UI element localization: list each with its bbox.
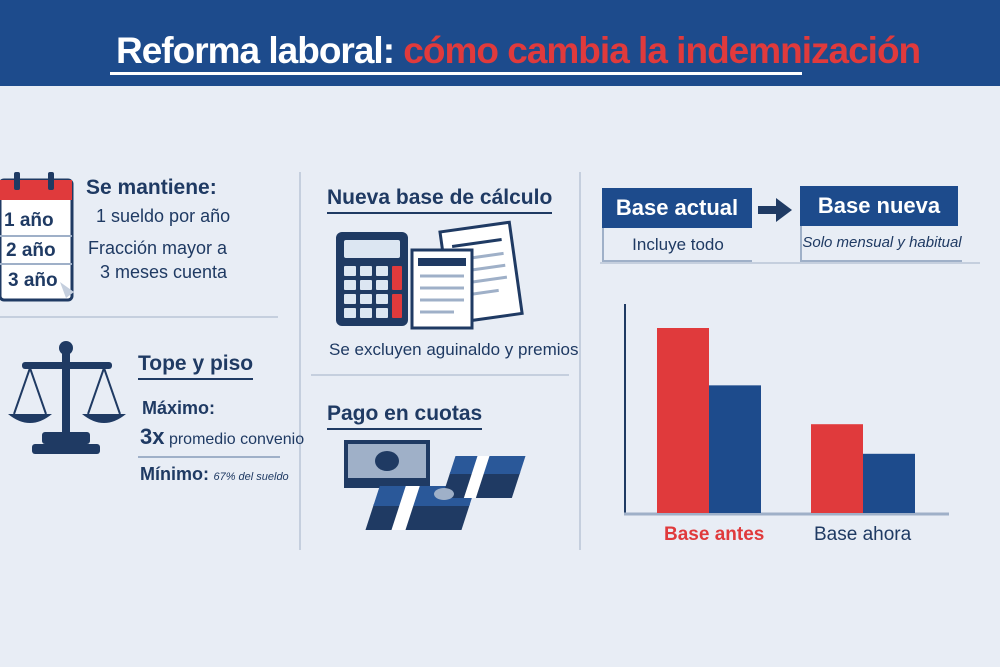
tope-max-label: Máximo: — [142, 398, 216, 418]
base-calc-caption: Se excluyen aguinaldo y premios — [329, 340, 579, 359]
calendar-year-1: 1 año — [4, 210, 54, 231]
calculator-document-icon — [336, 220, 524, 330]
tope-divider — [138, 456, 280, 458]
divider-left — [299, 172, 301, 550]
calendar-year-2: 2 año — [6, 240, 56, 261]
base-calc-heading: Nueva base de cálculo — [327, 186, 553, 214]
bar-ahora-red — [811, 424, 863, 513]
tope-min-label: Mínimo: — [140, 464, 209, 484]
mantiene-line1: 1 sueldo por año — [96, 206, 231, 226]
page-title: Reforma laboral: cómo cambia la indemniz… — [116, 30, 921, 72]
divider-mid-h — [311, 374, 569, 376]
bar-antes-red — [657, 328, 709, 513]
bar-antes-blue — [709, 385, 761, 513]
scale-icon — [8, 341, 126, 454]
title-underline — [110, 72, 802, 75]
money-stack-icon — [344, 440, 526, 530]
tope-heading: Tope y piso — [138, 352, 254, 380]
divider-right — [579, 172, 581, 550]
divider-left-h — [0, 316, 278, 318]
header-banner — [0, 0, 1000, 86]
tope-min-row: Mínimo: 67% del sueldo — [140, 464, 289, 485]
calendar-year-3: 3 año — [8, 270, 58, 291]
calendar-icon — [0, 172, 74, 302]
title-red: cómo cambia la indemnización — [403, 30, 921, 71]
base-actual-desc: Incluye todo — [602, 228, 752, 262]
tope-max-desc: promedio convenio — [168, 431, 305, 448]
title-white: Reforma laboral: — [116, 30, 395, 71]
cuotas-heading: Pago en cuotas — [327, 402, 483, 430]
divider-right-h — [600, 262, 980, 264]
base-actual-box: Base actual — [602, 188, 752, 228]
mantiene-line2: Fracción mayor a — [88, 238, 228, 258]
tope-min-desc: 67% del sueldo — [213, 471, 289, 483]
tope-max-value: 3x — [140, 424, 165, 449]
tope-max-row: 3x promedio convenio — [140, 424, 304, 450]
base-nueva-box: Base nueva — [800, 186, 958, 226]
category-label-ahora: Base ahora — [814, 524, 912, 545]
category-label-antes: Base antes — [664, 524, 765, 545]
mantiene-heading: Se mantiene: — [86, 176, 217, 199]
mantiene-line3: 3 meses cuenta — [100, 262, 228, 282]
base-nueva-desc: Solo mensual y habitual — [800, 226, 962, 262]
right-arrow-icon — [758, 198, 792, 222]
bar-ahora-blue — [863, 453, 915, 513]
